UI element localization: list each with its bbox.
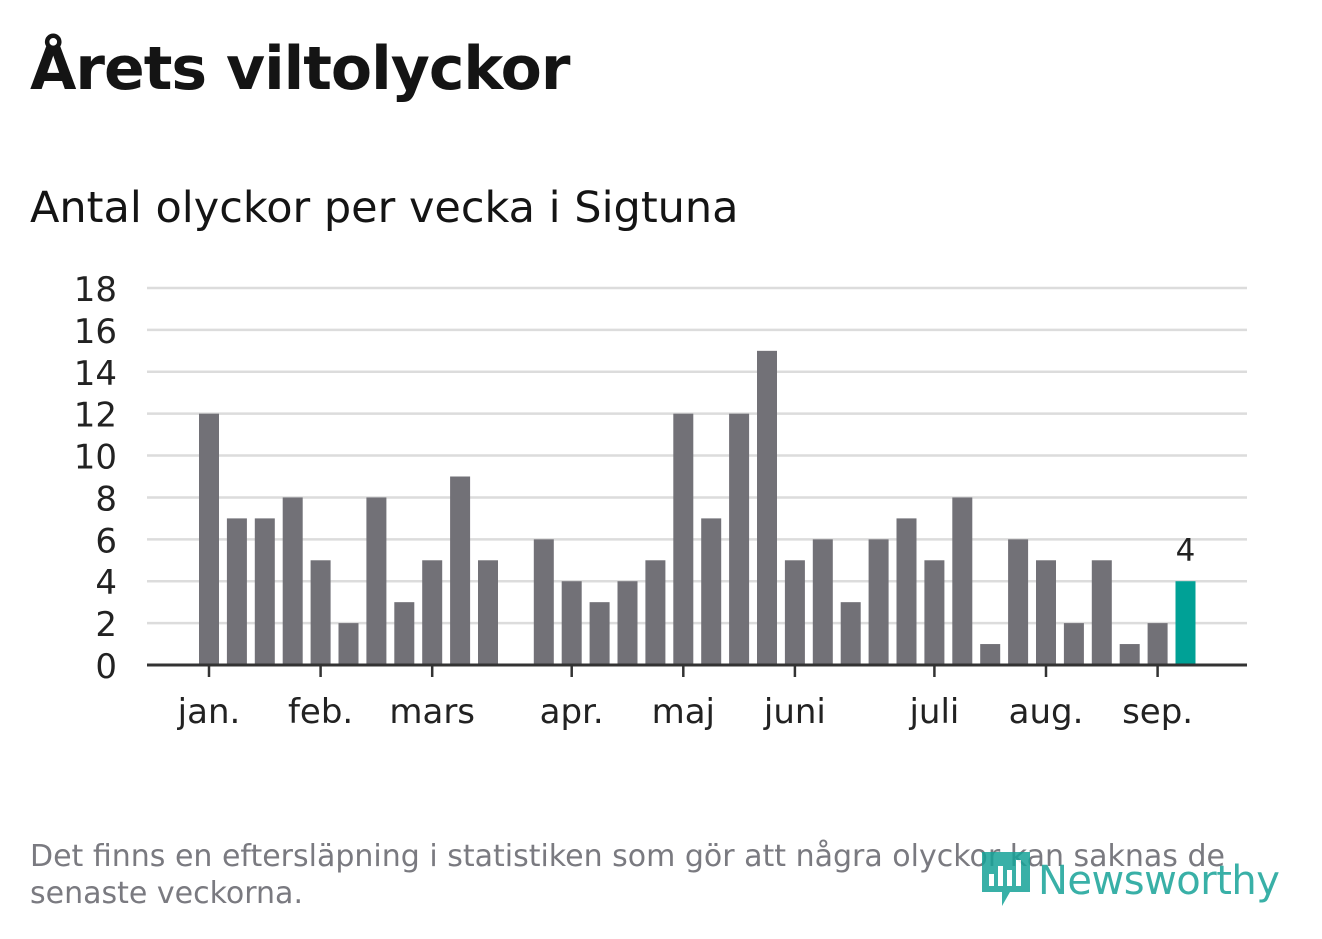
bar xyxy=(366,497,387,665)
bar xyxy=(784,560,805,665)
bar xyxy=(1147,623,1168,665)
y-tick-label: 0 xyxy=(95,647,117,687)
bar xyxy=(422,560,443,665)
bar xyxy=(645,560,666,665)
bar xyxy=(1036,560,1056,665)
x-tick-label: feb. xyxy=(288,692,353,732)
newsworthy-logo: Newsworthy xyxy=(980,848,1280,914)
bar xyxy=(729,413,750,665)
x-tick-label: apr. xyxy=(540,692,604,732)
y-tick-label: 6 xyxy=(95,521,117,561)
logo-text: Newsworthy xyxy=(1038,858,1280,904)
x-tick-label: mars xyxy=(389,692,475,732)
bar xyxy=(757,350,777,665)
bar xyxy=(701,518,722,665)
x-tick-label: jan. xyxy=(177,692,241,732)
bar xyxy=(282,497,303,665)
bar xyxy=(868,539,889,665)
x-tick-label: aug. xyxy=(1009,692,1084,732)
bar xyxy=(952,497,973,665)
bar xyxy=(478,560,498,665)
bar xyxy=(840,602,861,665)
bar xyxy=(450,476,471,665)
bar xyxy=(1008,539,1029,665)
y-tick-label: 14 xyxy=(74,354,117,394)
bar xyxy=(561,581,582,665)
x-tick-label: juni xyxy=(763,692,826,732)
bar xyxy=(226,518,247,665)
data-label: 4 xyxy=(1176,533,1196,569)
y-tick-label: 16 xyxy=(74,312,117,352)
bar xyxy=(1091,560,1112,665)
bar xyxy=(533,539,554,665)
bar xyxy=(338,623,359,665)
bar xyxy=(924,560,945,665)
y-tick-label: 4 xyxy=(95,563,117,603)
bar xyxy=(254,518,275,665)
x-tick-label: maj xyxy=(652,692,715,732)
y-tick-label: 12 xyxy=(74,396,117,436)
bar xyxy=(394,602,415,665)
y-tick-label: 18 xyxy=(74,270,117,310)
y-tick-label: 10 xyxy=(74,438,117,478)
chart-title: Årets viltolyckor xyxy=(30,34,570,104)
bar xyxy=(617,581,638,665)
y-tick-label: 2 xyxy=(95,605,117,645)
chart-subtitle: Antal olyckor per vecka i Sigtuna xyxy=(30,183,739,233)
bar xyxy=(1063,623,1084,665)
bar xyxy=(199,413,219,665)
bar xyxy=(589,602,610,665)
bar xyxy=(673,413,694,665)
bar-chart-speech-icon xyxy=(980,848,1032,914)
y-tick-label: 8 xyxy=(95,479,117,519)
x-tick-label: juli xyxy=(908,692,959,732)
bar-highlight xyxy=(1175,581,1196,665)
bar xyxy=(980,644,1001,665)
bar xyxy=(896,518,917,665)
x-tick-label: sep. xyxy=(1122,692,1193,732)
bar xyxy=(1119,644,1140,665)
bar xyxy=(310,560,331,665)
bar xyxy=(812,539,833,665)
